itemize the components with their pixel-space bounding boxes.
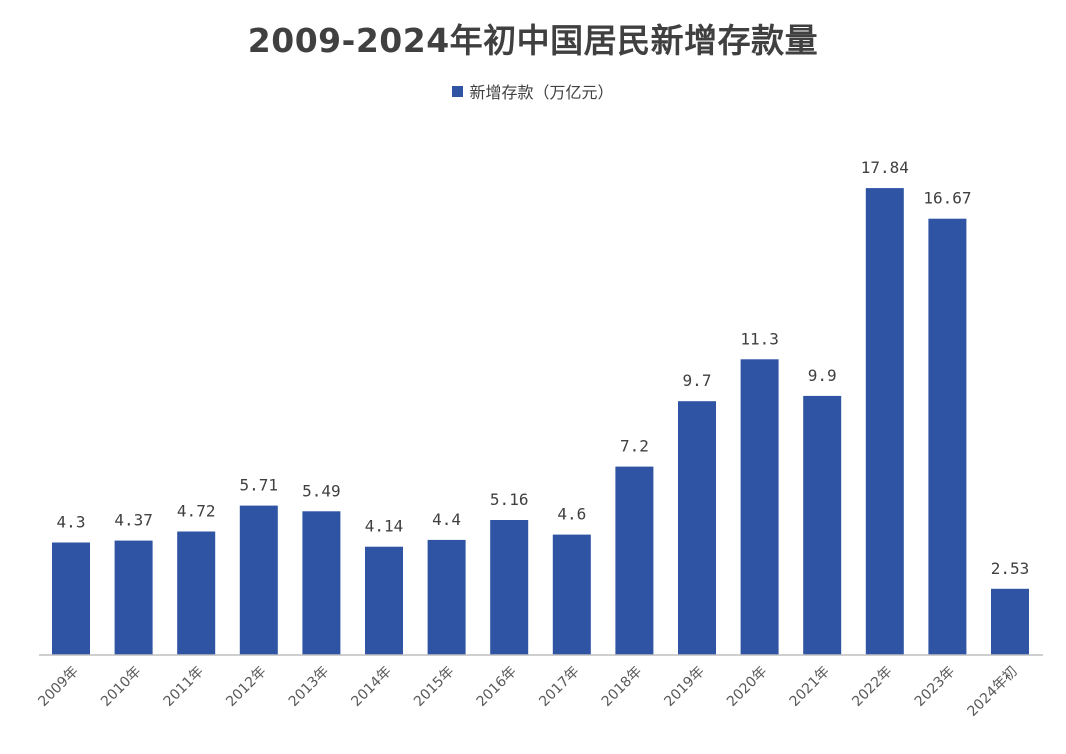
data-label: 4.3 [57,513,86,532]
legend-swatch [452,86,464,97]
bar [302,511,341,655]
data-label: 11.3 [740,329,779,348]
data-label: 9.7 [683,371,712,390]
data-label: 7.2 [620,437,649,456]
bar [365,546,403,655]
data-label: 4.14 [365,517,404,536]
x-tick-label: 2021年 [787,664,833,710]
data-label: 16.67 [923,189,971,208]
data-label: 9.9 [808,366,837,385]
bar [52,542,90,655]
value-labels-group: 4.3 4.37 4.72 5.71 5.49 4.14 4.4 5.16 4.6 7.2 9.7 1… [57,158,1030,578]
x-tick-label: 2011年 [161,664,207,710]
bar [928,218,967,655]
x-tick-label: 2023年 [912,664,958,710]
data-label: 5.16 [490,490,529,509]
chart-title: 2009-2024年初中国居民新增存款量 [247,21,819,60]
x-tick-label: 2012年 [223,664,269,710]
data-label: 4.37 [114,511,153,530]
bar [552,534,591,655]
x-tick-label: 2015年 [411,664,457,710]
bar [490,520,529,655]
bar [678,401,716,655]
x-tick-label: 2018年 [599,664,645,710]
bars-group [52,188,1029,655]
data-label: 17.84 [861,158,909,177]
x-tick-label: 2022年 [849,664,895,710]
x-tick-label: 2017年 [536,664,582,710]
legend: 新增存款（万亿元） [0,79,1066,103]
x-tick-label: 2019年 [661,664,707,710]
bar [865,188,904,655]
x-tick-label: 2010年 [98,664,144,710]
bar [615,466,654,655]
legend-label: 新增存款（万亿元） [469,83,614,102]
data-label: 5.49 [302,481,341,500]
bar [740,359,779,655]
bar [803,395,842,655]
bar [427,539,466,655]
data-label: 5.71 [240,476,279,495]
data-label: 4.6 [557,505,586,524]
x-tick-label: 2009年 [35,664,81,710]
data-label: 4.72 [177,502,216,521]
x-tick-label: 2024年初 [964,663,1021,720]
bar [114,540,153,655]
x-tick-label: 2020年 [724,664,770,710]
x-tick-labels-group: 2009年 2010年 2011年 2012年 2013年 2014年 2015年 2016年… [35,663,1020,720]
bar [177,531,216,655]
x-tick-label: 2013年 [286,664,332,710]
x-tick-label: 2014年 [348,664,394,710]
bar [239,505,278,655]
x-tick-label: 2016年 [474,664,520,710]
data-label: 4.4 [432,510,461,529]
bar [991,588,1029,655]
data-label: 2.53 [991,559,1030,578]
